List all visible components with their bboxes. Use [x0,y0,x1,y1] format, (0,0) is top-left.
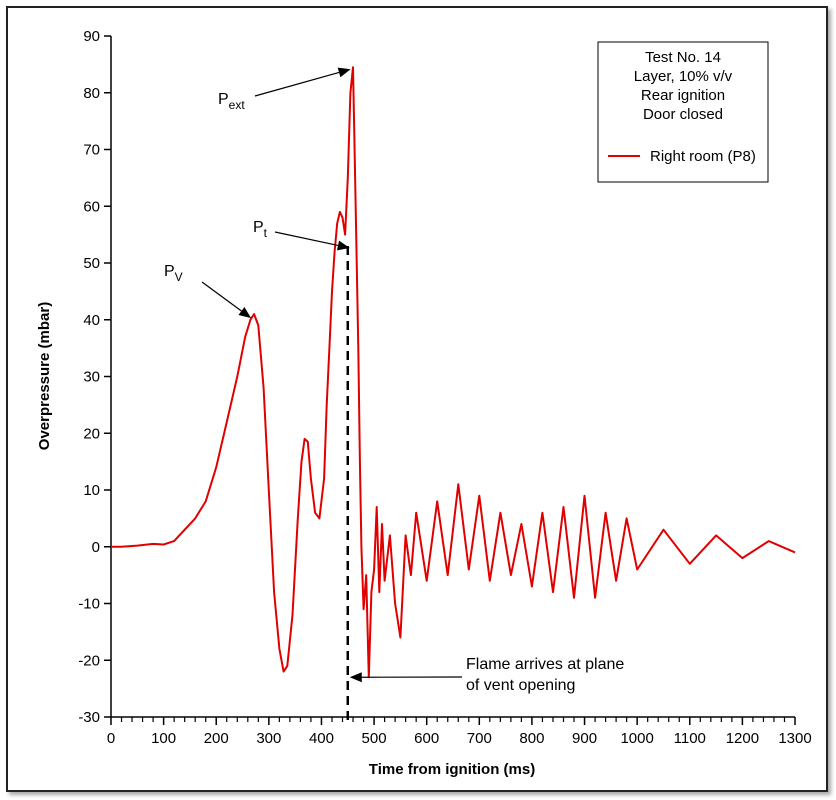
x-tick-label: 1200 [726,730,759,747]
y-tick-label: 10 [83,482,100,499]
annotation-p-t: Pt [253,219,350,251]
y-tick-label: 50 [83,255,100,272]
x-tick-label: 400 [309,730,334,747]
x-tick-label: 1000 [620,730,653,747]
y-tick-label: 90 [83,28,100,45]
annotation-p-ext-arrowhead [337,67,351,78]
legend: Test No. 14 Layer, 10% v/v Rear ignition… [597,41,769,183]
annotation-flame-arrowhead [349,672,362,683]
x-axis-ticks: 0 100 200 300 400 500 600 700 800 900 1000 1100 1200… [107,717,812,747]
y-tick-label: 80 [83,85,100,102]
x-tick-label: 900 [572,730,597,747]
y-tick-label: 30 [83,369,100,386]
annotation-p-ext-arrow [254,71,340,97]
legend-title-line-3: Rear ignition [641,87,725,104]
x-tick-label: 100 [151,730,176,747]
legend-title-line-1: Test No. 14 [645,49,721,66]
y-tick-label: 0 [92,539,100,556]
annotation-flame-line2: of vent opening [466,677,575,694]
annotation-p-v: PV [164,263,252,319]
legend-title-line-2: Layer, 10% v/v [634,68,733,85]
legend-title-line-4: Door closed [643,106,723,123]
y-tick-label: -20 [78,652,100,669]
y-tick-label: 20 [83,425,100,442]
annotation-p-t-arrow [274,231,339,247]
x-tick-label: 200 [204,730,229,747]
x-tick-label: 600 [414,730,439,747]
annotation-p-t-arrowhead [336,240,350,251]
annotation-p-v-arrow [201,281,242,312]
x-tick-label: 1300 [778,730,811,747]
annotation-flame-arrival: Flame arrives at plane of vent opening [349,656,624,694]
legend-box [597,41,769,183]
y-axis-ticks: -30 -20 -10 0 10 20 30 40 50 60 70 80 90 [78,28,111,726]
x-tick-label: 1100 [674,730,706,747]
x-tick-label: 500 [362,730,387,747]
x-axis-title: Time from ignition (ms) [369,761,535,778]
y-tick-label: 60 [83,198,100,215]
y-tick-label: 40 [83,312,100,329]
x-tick-label: 0 [107,730,115,747]
x-tick-label: 700 [467,730,492,747]
series-line-right-room-p8 [111,66,796,679]
y-tick-label: 70 [83,142,100,159]
x-tick-label: 800 [519,730,544,747]
y-tick-label: -10 [78,596,100,613]
annotation-p-v-label: PV [164,263,183,284]
annotation-p-t-label: Pt [253,219,268,240]
legend-entry-right-room-p8: Right room (P8) [650,148,756,165]
y-tick-label: -30 [78,709,100,726]
annotation-p-ext: Pext [218,67,351,112]
x-tick-label: 300 [256,730,281,747]
annotation-p-v-arrowhead [238,306,252,319]
annotation-p-ext-label: Pext [218,91,245,112]
annotation-flame-line1: Flame arrives at plane [466,656,624,673]
y-axis-title: Overpressure (mbar) [36,302,53,450]
